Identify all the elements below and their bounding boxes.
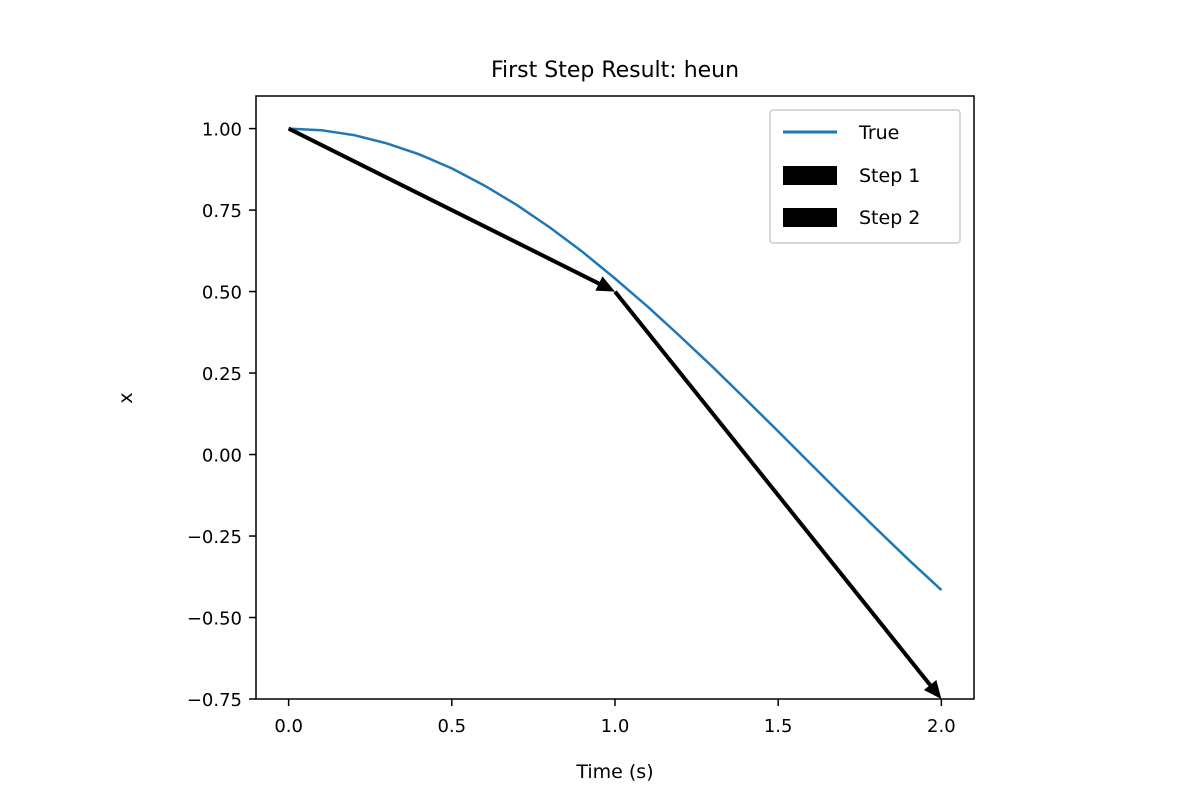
arrow-head-step-2 xyxy=(923,679,942,699)
axis-ticks: 0.0 0.5 1.0 1.5 2.0 1.00 0.75 0.50 0.25 0.00 −0.25… xyxy=(187,120,956,737)
arrow-step-2 xyxy=(613,290,942,699)
x-axis-label: Time (s) xyxy=(575,761,653,783)
x-tick-label: 0.0 xyxy=(274,716,303,737)
y-tick-label: 0.00 xyxy=(202,446,242,467)
x-tick-label: 0.5 xyxy=(437,716,466,737)
x-tick-label: 1.5 xyxy=(764,716,793,737)
legend-swatch-step-2 xyxy=(783,208,837,227)
x-tick-label: 2.0 xyxy=(927,716,956,737)
arrow-step-1 xyxy=(287,126,615,292)
arrow-shaft-step-1 xyxy=(287,126,600,286)
y-tick-label: −0.25 xyxy=(187,527,242,548)
arrow-shaft-step-2 xyxy=(613,290,932,687)
plot-area xyxy=(287,126,943,699)
legend-label-true: True xyxy=(858,122,899,144)
chart-title: First Step Result: heun xyxy=(491,58,739,83)
y-tick-label: 0.25 xyxy=(202,364,242,385)
y-axis-label: x xyxy=(115,392,137,403)
y-tick-label: 1.00 xyxy=(202,120,242,141)
series-line-true xyxy=(288,127,943,592)
legend-swatch-step-1 xyxy=(783,166,837,185)
plot-frame xyxy=(255,95,975,700)
y-tick-label: 0.75 xyxy=(202,201,242,222)
y-tick-label: 0.50 xyxy=(202,283,242,304)
legend-label-step-1: Step 1 xyxy=(859,165,920,187)
arrow-head-step-1 xyxy=(595,276,615,292)
legend-label-step-2: Step 2 xyxy=(859,207,920,229)
x-tick-label: 1.0 xyxy=(601,716,630,737)
legend: True Step 1 Step 2 xyxy=(769,109,961,244)
y-tick-label: −0.50 xyxy=(187,609,242,630)
y-tick-label: −0.75 xyxy=(187,690,242,711)
